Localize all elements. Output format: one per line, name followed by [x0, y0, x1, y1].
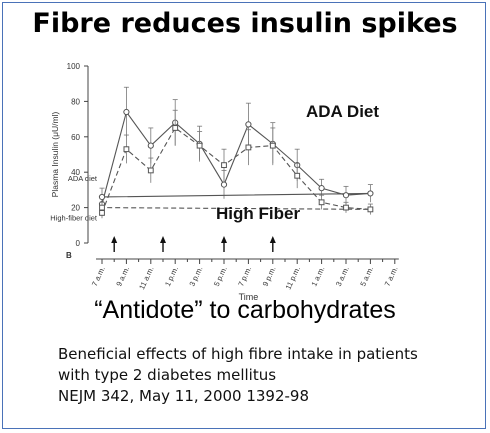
data-point-ada — [318, 185, 325, 192]
data-point-high-fiber — [123, 146, 130, 153]
data-point-high-fiber — [367, 206, 374, 213]
data-point-high-fiber — [245, 144, 252, 151]
meal-arrow-head — [160, 236, 166, 243]
data-point-high-fiber — [99, 204, 105, 211]
slide-frame — [2, 2, 486, 429]
insulin-chart: 0 20 40 60 80 100 Plasma Insulin (μU/ml) 7 a.m.… — [50, 62, 400, 300]
data-point-ada — [220, 181, 228, 188]
y-tick-label-100: 100 — [67, 62, 81, 71]
x-tick-label: 7 a.m. — [383, 265, 400, 288]
y-tick-label-0: 0 — [76, 239, 81, 248]
data-point-high-fiber — [294, 172, 301, 179]
reference-block: Beneficial effects of high fibre intake … — [58, 344, 418, 407]
y-tick-label-60: 60 — [71, 133, 80, 142]
reference-line-2: with type 2 diabetes mellitus — [58, 366, 277, 384]
data-point-ada — [367, 190, 374, 197]
x-tick-label: 9 a.m. — [114, 265, 131, 288]
annotation-ada-diet: ADA Diet — [306, 102, 379, 121]
y-tick-label-40: 40 — [71, 168, 80, 177]
x-tick-label: 1 p.m. — [163, 265, 180, 288]
x-tick-label: 5 a.m. — [358, 265, 375, 288]
series-label-ada: ADA diet — [68, 174, 98, 183]
data-point-high-fiber — [196, 142, 203, 149]
data-point-high-fiber — [221, 162, 227, 169]
data-point-ada — [147, 142, 154, 149]
x-tick-label: 3 a.m. — [334, 265, 351, 288]
reference-line-3: NEJM 342, May 11, 2000 1392-98 — [58, 387, 310, 405]
meal-arrow-head — [221, 236, 227, 243]
x-tick-label: 11 p.m. — [284, 265, 302, 291]
data-point-high-fiber — [99, 210, 105, 216]
y-tick-label-20: 20 — [71, 204, 80, 213]
annotation-high-fiber: High Fiber — [216, 204, 300, 223]
x-tick-label: 9 p.m. — [261, 265, 278, 288]
data-point-ada — [245, 121, 252, 128]
data-point-ada — [123, 108, 130, 116]
x-tick-label: 1 a.m. — [309, 265, 326, 288]
x-tick-label: 7 p.m. — [236, 265, 253, 288]
x-tick-label: 5 p.m. — [212, 265, 229, 288]
series-label-high-fiber: High-fiber diet — [50, 214, 98, 223]
data-point-high-fiber — [147, 167, 154, 174]
series-line-ada — [101, 110, 371, 205]
data-point-ada — [98, 193, 106, 201]
data-point-high-fiber — [343, 204, 349, 211]
x-tick-label: 3 p.m. — [187, 265, 204, 288]
x-tick-label: 7 a.m. — [90, 265, 107, 288]
data-point-ada — [342, 192, 350, 199]
slide-subtitle: “Antidote” to carbohydrates — [94, 296, 396, 324]
reference-line-1: Beneficial effects of high fibre intake … — [58, 345, 418, 363]
data-point-high-fiber — [172, 125, 179, 131]
x-axis-label: Time — [239, 292, 259, 300]
series-line-high-fiber — [101, 127, 371, 214]
data-point-high-fiber — [269, 142, 276, 149]
slide-title: Fibre reduces insulin spikes — [32, 8, 458, 39]
y-axis-label: Plasma Insulin (μU/ml) — [50, 112, 60, 198]
data-point-high-fiber — [318, 199, 325, 206]
x-tick-label: 11 a.m. — [137, 265, 155, 291]
meal-arrow-head — [269, 236, 276, 243]
meal-arrow-head — [111, 236, 118, 243]
y-tick-label-80: 80 — [71, 97, 80, 106]
panel-label: B — [66, 251, 72, 260]
